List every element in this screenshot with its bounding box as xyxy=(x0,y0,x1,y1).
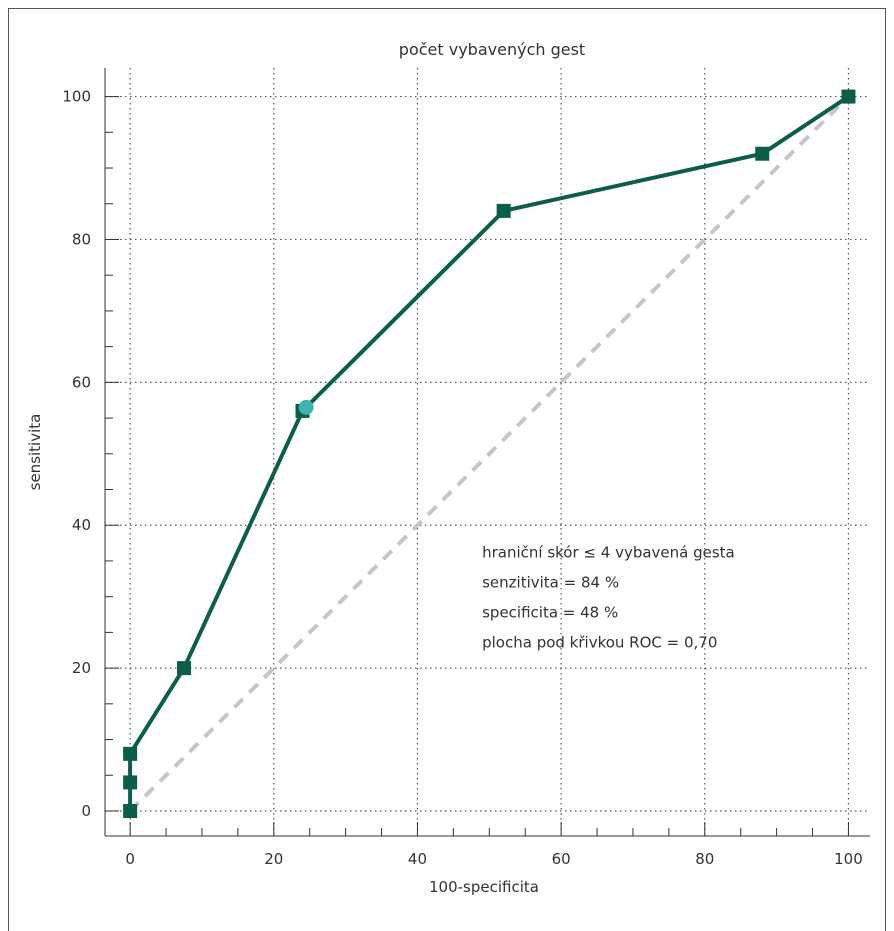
annotation-line: specificita = 48 % xyxy=(482,603,618,621)
y-tick-label: 60 xyxy=(72,373,91,391)
reference-diagonal xyxy=(128,95,850,813)
y-tick-label: 40 xyxy=(72,516,91,534)
chart-title: počet vybavených gest xyxy=(399,40,585,59)
y-tick-label: 0 xyxy=(81,802,91,820)
panel-border xyxy=(8,8,886,931)
roc-point-marker xyxy=(177,661,192,676)
annotation-line: hraniční skór ≤ 4 vybavená gesta xyxy=(482,543,735,561)
y-tick-label: 100 xyxy=(62,88,91,106)
grid-layer xyxy=(105,68,870,836)
x-tick-label: 40 xyxy=(408,850,427,868)
reference-layer xyxy=(128,95,850,813)
x-tick-label: 0 xyxy=(125,850,135,868)
x-axis-label: 100-specificita xyxy=(429,878,539,896)
y-tick-label: 80 xyxy=(72,230,91,248)
annotation-line: senzitivita = 84 % xyxy=(482,573,619,591)
annotation-block: hraniční skór ≤ 4 vybavená gesta senzitiv… xyxy=(482,543,735,651)
roc-point-marker xyxy=(841,89,856,104)
x-tick-label: 60 xyxy=(552,850,571,868)
y-tick-label: 20 xyxy=(72,659,91,677)
y-axis-label: sensitivita xyxy=(26,414,44,491)
x-tick-label: 80 xyxy=(695,850,714,868)
roc-point-marker xyxy=(496,203,511,218)
roc-point-marker xyxy=(755,146,770,161)
roc-point-marker xyxy=(123,746,138,761)
annotation-line: plocha pod křivkou ROC = 0,70 xyxy=(482,633,717,651)
roc-point-marker xyxy=(123,775,138,790)
x-tick-label: 100 xyxy=(834,850,863,868)
roc-point-marker xyxy=(123,803,138,818)
axes-layer: 0 20 40 60 80 100 0 20 40 60 80 100 xyxy=(62,68,870,868)
x-tick-label: 20 xyxy=(264,850,283,868)
cutoff-point-marker xyxy=(298,399,314,415)
series-layer xyxy=(123,89,856,818)
